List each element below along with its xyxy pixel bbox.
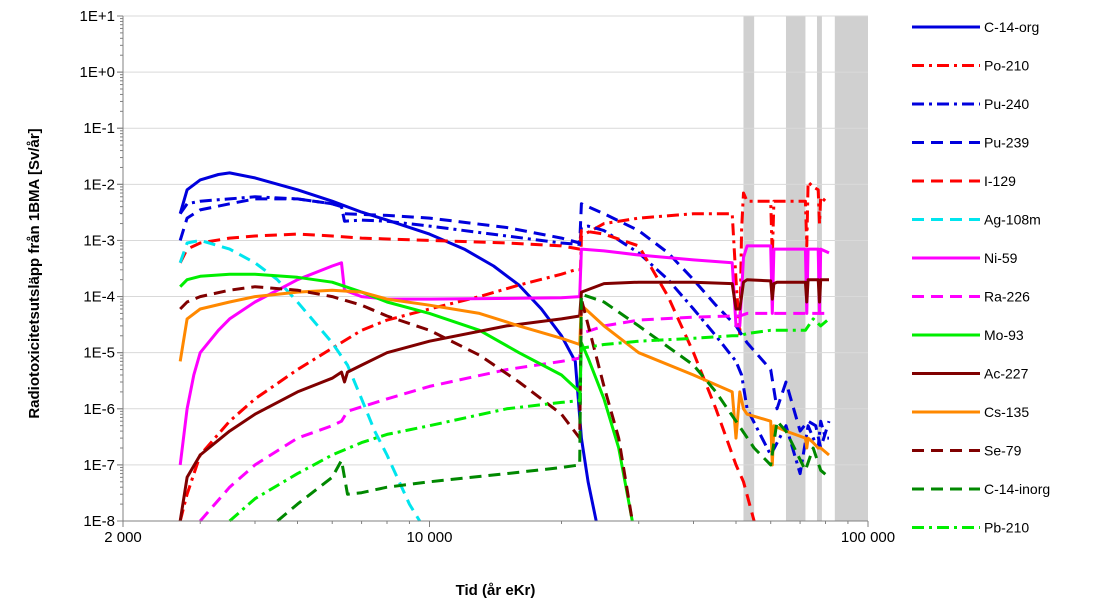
y-tick-label: 1E-5: [83, 345, 115, 362]
shaded-band-4: [834, 16, 868, 521]
series-line-i-129: [178, 229, 756, 522]
x-tick-label: 10 000: [407, 529, 453, 546]
y-tick-label: 1E-3: [83, 232, 115, 249]
legend-label: C-14-org: [984, 19, 1039, 35]
legend-label: I-129: [984, 173, 1016, 189]
shaded-band-2: [785, 16, 806, 521]
legend-label: Pu-240: [984, 96, 1029, 112]
y-tick-label: 1E-7: [83, 457, 115, 474]
x-axis-title: Tid (år eKr): [456, 582, 536, 599]
legend-label: Cs-135: [984, 404, 1029, 420]
x-tick-label: 2 000: [104, 529, 142, 546]
shaded-band-1: [743, 16, 755, 521]
x-tick-labels: 2 000 10 000 100 000: [104, 529, 895, 546]
legend-label: Po-210: [984, 58, 1029, 74]
series-line-pb-210: [228, 317, 830, 523]
y-tick-label: 1E-8: [83, 513, 115, 530]
legend-label: Mo-93: [984, 327, 1024, 343]
y-tick-label: 1E-4: [83, 289, 115, 306]
legend-label: Ac-227: [984, 366, 1029, 382]
series-line-ag-108m: [178, 238, 421, 522]
series-line-c-14-inorg: [276, 292, 830, 523]
y-tick-label: 1E-1: [83, 120, 115, 137]
series-line-po-210: [178, 180, 829, 522]
y-tick-labels: 1E-8 1E-7 1E-6 1E-5 1E-4 1E-3 1E-2 1E-1 1E+0 1E+1: [80, 8, 115, 530]
y-tick-label: 1E+0: [80, 64, 115, 81]
legend-label: Ni-59: [984, 250, 1018, 266]
series-line-se-79: [179, 285, 634, 522]
series-line-ni-59: [178, 244, 830, 466]
series-line-cs-135: [178, 288, 830, 467]
series-line-ra-226: [199, 311, 829, 522]
series-line-c-14-org: [178, 171, 598, 522]
y-axis-title: Radiotoxicitetsutsläpp från 1BMA [Sv/år]: [26, 128, 43, 418]
y-tick-label: 1E+1: [80, 8, 115, 25]
axes: [117, 15, 869, 527]
legend-label: Ra-226: [984, 289, 1030, 305]
y-tick-label: 1E-6: [83, 401, 115, 418]
x-tick-label: 100 000: [841, 529, 895, 546]
legend-label: Ag-108m: [984, 212, 1041, 228]
y-tick-label: 1E-2: [83, 176, 115, 193]
series-line-mo-93: [179, 272, 634, 522]
series-line-pu-240: [178, 195, 829, 476]
legend-label: Pu-239: [984, 135, 1029, 151]
series-line-pu-239: [178, 197, 831, 450]
series-lines: [178, 171, 831, 523]
series-line-ac-227: [178, 278, 829, 522]
legend-label: Se-79: [984, 443, 1022, 459]
legend-label: Pb-210: [984, 520, 1029, 536]
legend: C-14-org Po-210 Pu-240 Pu-239 I-129 Ag-108m Ni…: [912, 19, 1050, 536]
legend-label: C-14-inorg: [984, 481, 1050, 497]
